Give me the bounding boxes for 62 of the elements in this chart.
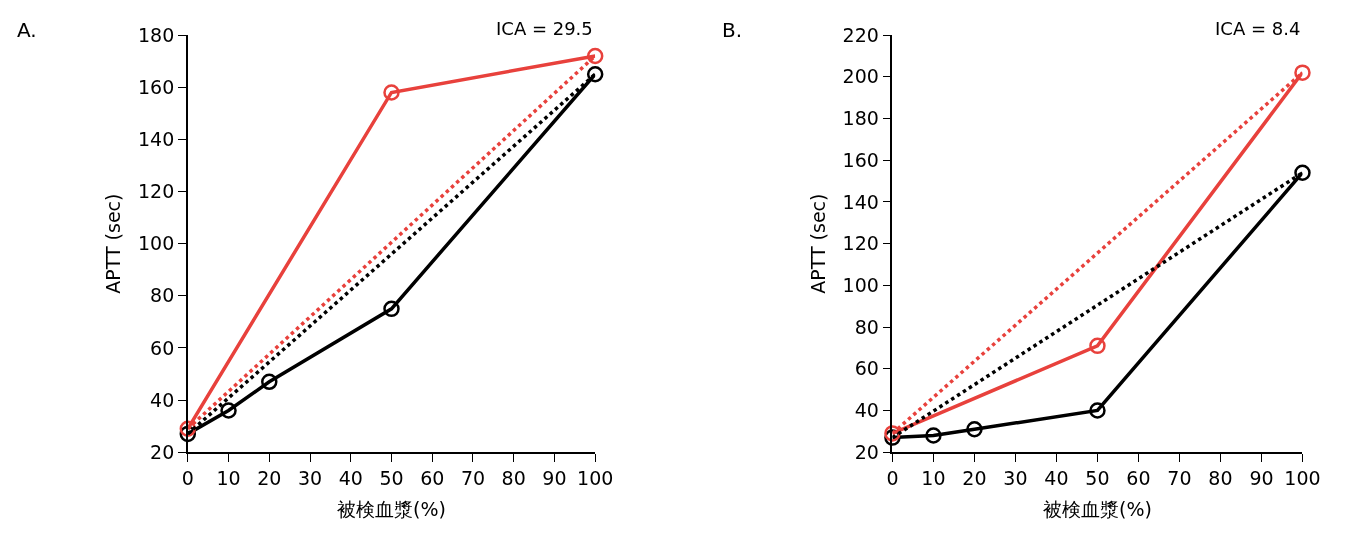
y-tick-label: 60: [150, 336, 175, 359]
y-tick-label: 200: [842, 65, 879, 88]
y-tick-label: 40: [150, 388, 175, 411]
x-tick-label: 30: [1003, 466, 1028, 489]
y-tick-label: 40: [854, 399, 879, 422]
y-tick-label: 100: [842, 274, 879, 296]
x-tick-label: 90: [1249, 466, 1274, 489]
x-tick-label: 70: [460, 466, 486, 489]
point: [1089, 402, 1106, 419]
y-tick-label: 160: [842, 148, 879, 171]
point: [383, 84, 400, 101]
point: [261, 373, 278, 391]
x-tick-label: 80: [1208, 466, 1233, 489]
x-tick-label: 90: [542, 466, 567, 489]
x-tick-label: 10: [921, 466, 946, 489]
point: [220, 402, 237, 419]
point: [1294, 164, 1311, 181]
y-tick-label: 60: [854, 357, 879, 380]
x-tick-label: 30: [297, 466, 323, 489]
y-axis-title: APTT (sec): [102, 193, 125, 294]
x-tick-label: 20: [962, 466, 987, 489]
y-tick-label: 140: [842, 190, 879, 213]
y-tick-label: 180: [137, 23, 175, 46]
x-tick-label: 50: [1085, 466, 1110, 489]
y-tick-label: 180: [842, 107, 879, 130]
y-tick-label: 140: [137, 128, 175, 151]
text: A.: [17, 18, 37, 42]
x-tick-label: 40: [338, 466, 363, 489]
y-tick-label: 20: [854, 440, 879, 463]
point: [586, 47, 604, 65]
x-tick-label: 60: [420, 466, 445, 489]
x-tick-label: 10: [216, 466, 241, 489]
annotation: ICA = 29.5: [496, 18, 593, 39]
point: [966, 420, 983, 438]
y-tick-label: 100: [137, 232, 175, 255]
point: [586, 65, 604, 83]
x-tick-label: 100: [577, 466, 614, 489]
y-tick-label: 160: [137, 75, 175, 98]
y-tick-label: 80: [150, 284, 175, 307]
y-tick-label: 220: [842, 23, 879, 46]
x-tick-label: 80: [501, 466, 526, 489]
point: [925, 427, 942, 444]
text: B.: [722, 18, 743, 42]
point: [1089, 337, 1106, 355]
y-tick-label: 80: [854, 315, 879, 338]
x-tick-label: 20: [257, 466, 282, 489]
y-tick-label: 120: [137, 180, 175, 203]
x-tick-label: 50: [379, 466, 404, 489]
x-tick-label: 70: [1167, 466, 1192, 489]
y-tick-label: 20: [150, 440, 175, 463]
point: [383, 300, 400, 318]
y-axis-title: APTT (sec): [806, 193, 829, 294]
x-tick-label: 60: [1126, 466, 1151, 489]
x-axis-title: 被検血漿(%): [1043, 498, 1152, 521]
y-tick-label: 120: [842, 232, 879, 255]
x-axis-title: 被検血漿(%): [337, 498, 446, 521]
x-tick-label: 0: [181, 466, 194, 489]
annotation: ICA = 8.4: [1215, 18, 1301, 39]
x-tick-label: 100: [1284, 466, 1321, 489]
x-tick-label: 40: [1044, 466, 1069, 489]
point: [1294, 64, 1311, 81]
x-tick-label: 0: [886, 466, 899, 489]
